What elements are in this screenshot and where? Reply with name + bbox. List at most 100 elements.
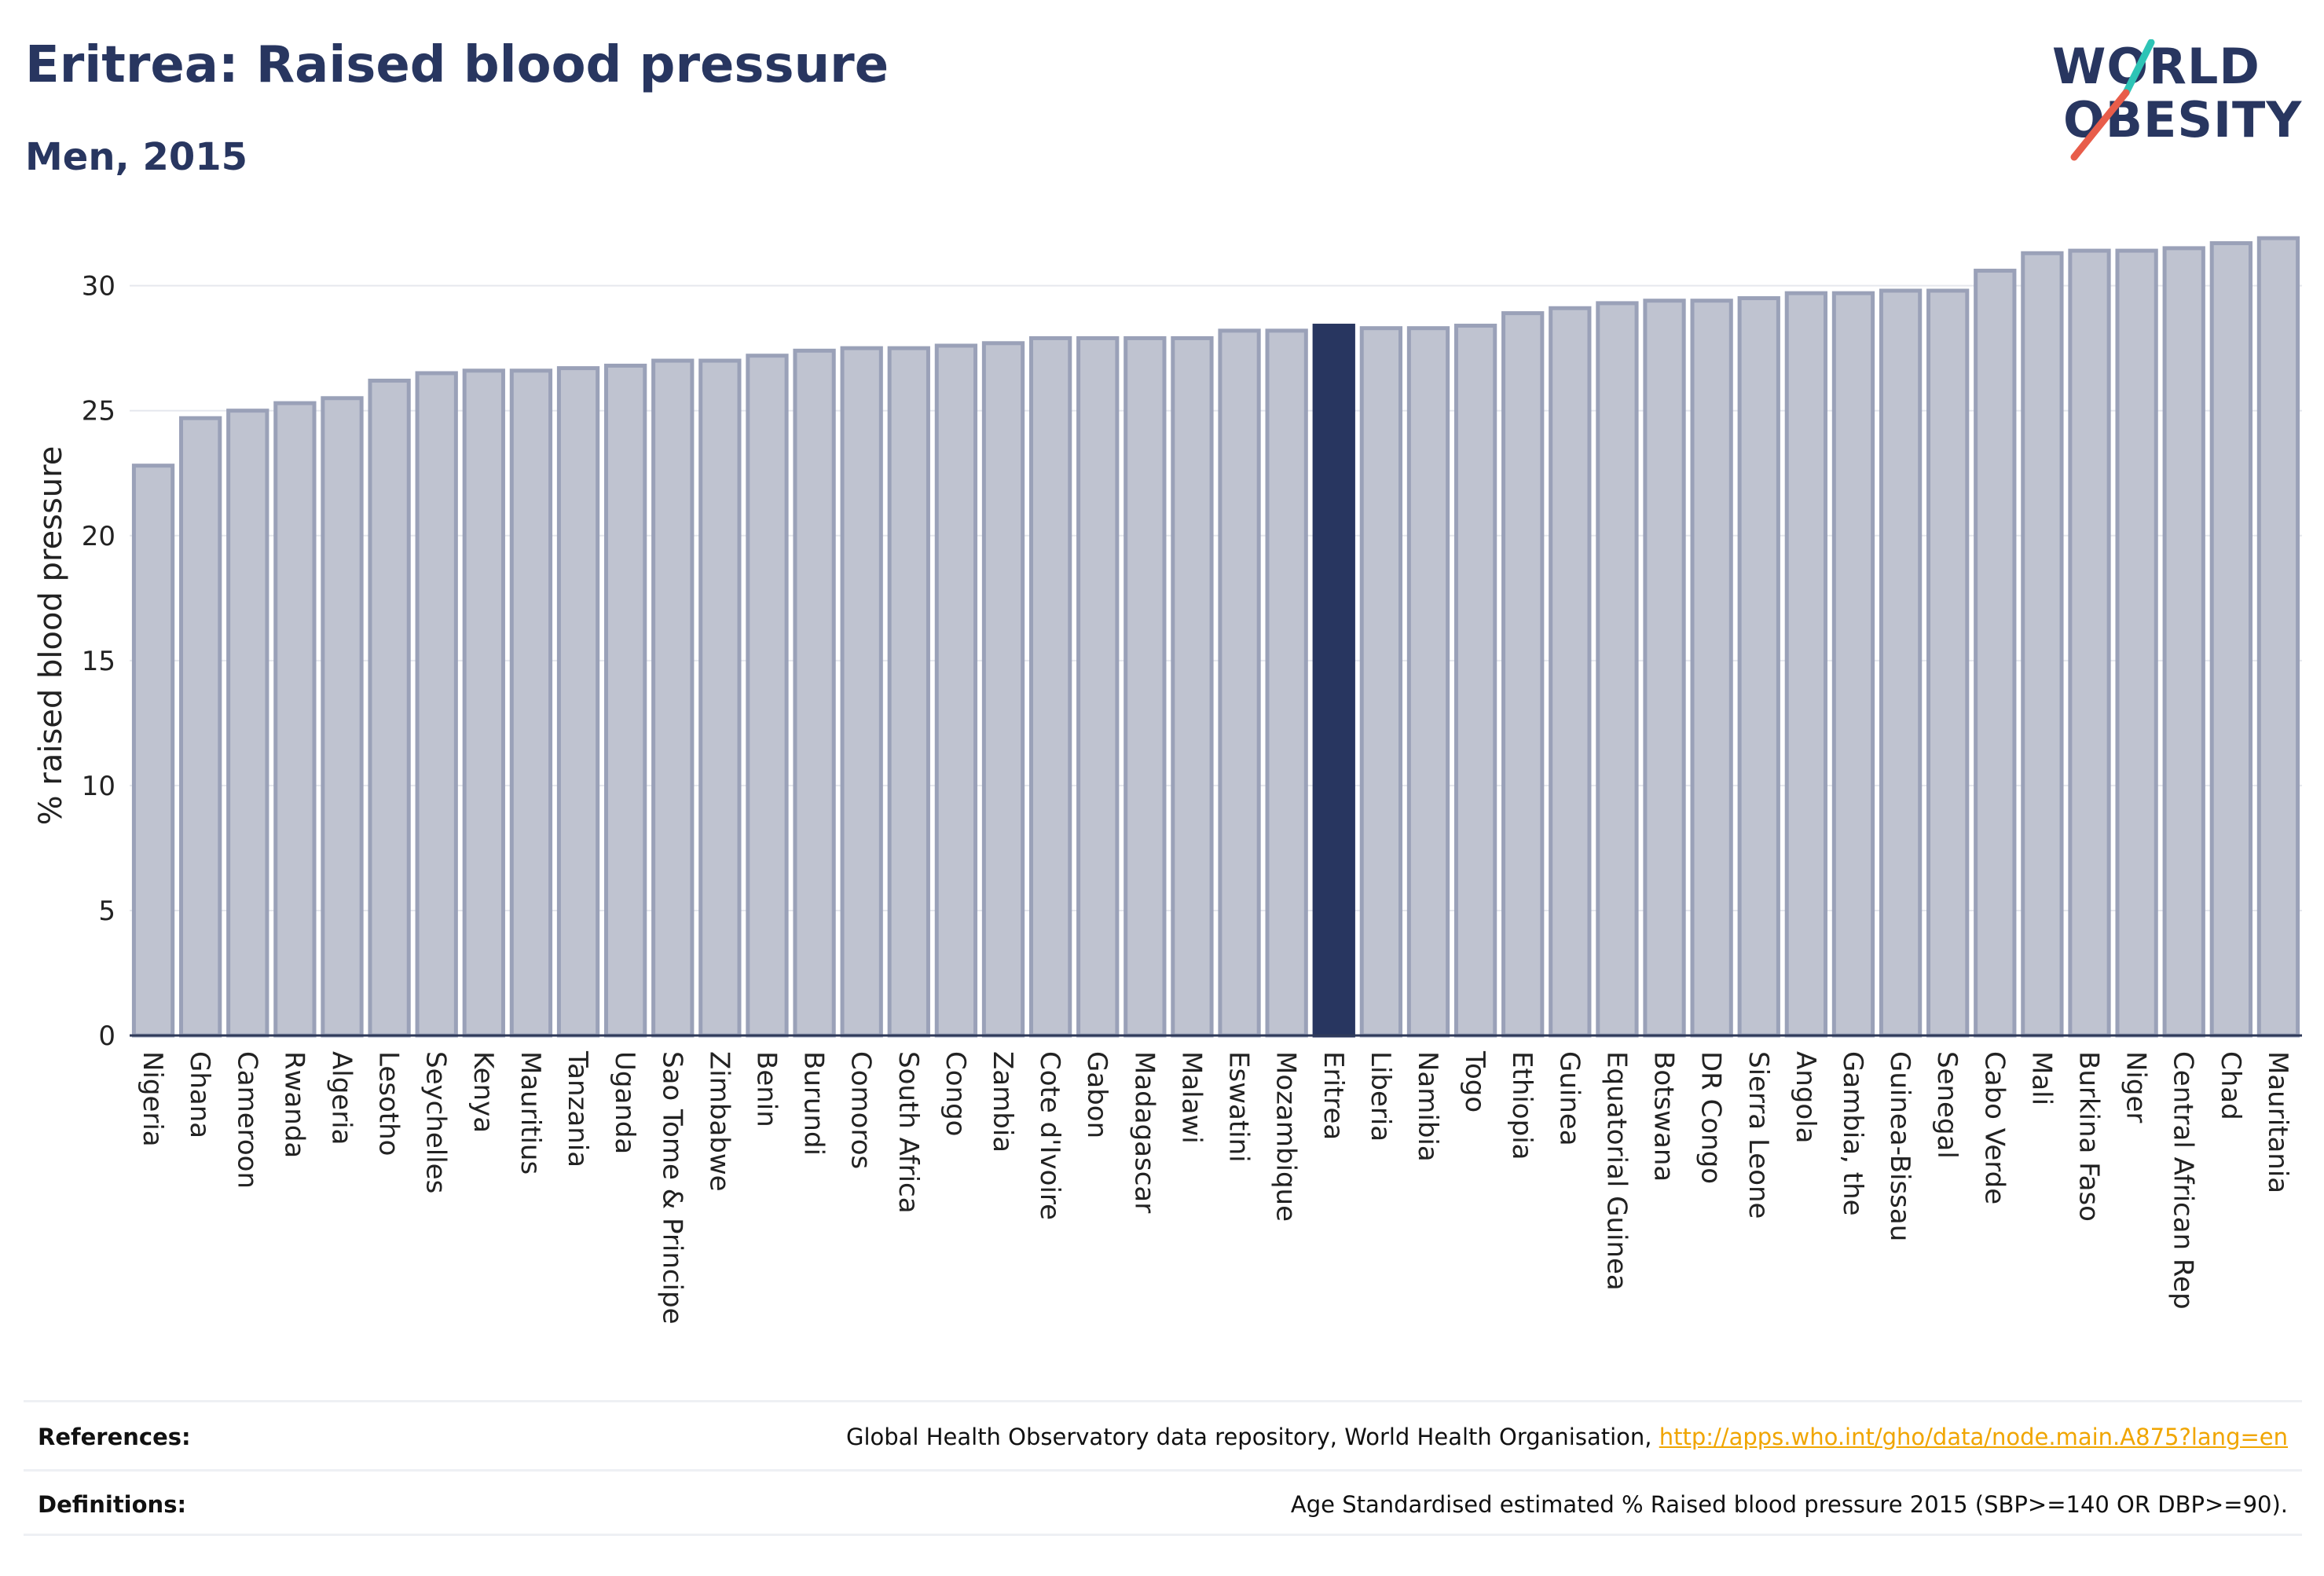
bar <box>934 343 978 1038</box>
bar <box>2162 246 2205 1038</box>
x-tick-label: Gabon <box>1081 1051 1113 1138</box>
x-tick-label: DR Congo <box>1695 1051 1727 1184</box>
references-value: Global Health Observatory data repositor… <box>846 1424 2288 1450</box>
references-label: References: <box>38 1424 191 1450</box>
bar <box>1831 291 1875 1038</box>
x-tick-label: Madagascar <box>1128 1051 1160 1213</box>
bar <box>368 379 411 1038</box>
x-tick-label: Sao Tome & Principe <box>656 1051 687 1325</box>
y-tick-label: 15 <box>82 646 115 677</box>
x-tick-label: Angola <box>1790 1051 1821 1143</box>
x-tick-label: Malawi <box>1175 1051 1207 1144</box>
x-tick-label: Mozambique <box>1270 1051 1302 1222</box>
references-text: Global Health Observatory data repositor… <box>845 1424 1652 1450</box>
bar <box>981 341 1025 1038</box>
definitions-label: Definitions: <box>38 1491 187 1518</box>
bar <box>1171 335 1214 1038</box>
x-tick-label: Mauritania <box>2262 1051 2293 1193</box>
logo-slash-icon <box>2070 39 2155 161</box>
x-tick-label: Mali <box>2025 1051 2057 1105</box>
bar <box>179 416 222 1038</box>
x-tick-label: Ethiopia <box>1506 1051 1538 1160</box>
bar <box>746 354 789 1038</box>
y-tick-label: 25 <box>82 396 115 427</box>
bar <box>2115 248 2158 1038</box>
bar <box>226 409 269 1038</box>
bar <box>1076 335 1120 1038</box>
bar <box>651 358 695 1038</box>
bar-highlighted <box>1312 324 1355 1038</box>
footer-divider-bottom <box>24 1534 2302 1536</box>
bar <box>556 366 600 1038</box>
y-tick-label: 20 <box>82 521 115 552</box>
x-tick-label: Cameroon <box>231 1051 262 1189</box>
x-tick-label: Algeria <box>325 1051 357 1145</box>
bar <box>1501 311 1545 1038</box>
bar <box>1974 269 2017 1038</box>
x-tick-label: Kenya <box>467 1051 499 1133</box>
bar <box>1453 324 1497 1038</box>
x-tick-label: Eswatini <box>1223 1051 1255 1163</box>
bar <box>1596 301 1639 1038</box>
bar <box>462 368 505 1038</box>
references-link[interactable]: http://apps.who.int/gho/data/node.main.A… <box>1659 1424 2288 1450</box>
bar <box>840 346 883 1038</box>
x-tick-label: Chad <box>2215 1051 2246 1120</box>
bar <box>793 348 836 1038</box>
y-tick-label: 5 <box>98 896 115 927</box>
bar <box>1359 326 1403 1038</box>
bar <box>1879 288 1923 1038</box>
references-row: References: Global Health Observatory da… <box>24 1406 2302 1469</box>
bar <box>1406 326 1450 1038</box>
bar <box>1549 306 1592 1038</box>
bar <box>273 401 317 1038</box>
x-tick-label: Togo <box>1459 1050 1490 1112</box>
x-tick-label: Niger <box>2121 1051 2152 1123</box>
x-tick-label: Zambia <box>987 1051 1018 1153</box>
x-tick-label: Liberia <box>1365 1051 1396 1142</box>
x-tick-label: Eritrea <box>1318 1051 1349 1140</box>
x-tick-label: Cabo Verde <box>1978 1051 2010 1204</box>
x-tick-label: Benin <box>750 1051 782 1127</box>
x-tick-label: Guinea <box>1553 1051 1585 1146</box>
bar-chart: 0 5 10 15 20 25 30 % raised blood pressure Niger… <box>33 236 2302 1325</box>
bar <box>603 363 647 1038</box>
x-tick-label: Sierra Leone <box>1743 1051 1774 1219</box>
definitions-row: Definitions: Age Standardised estimated … <box>24 1474 2302 1537</box>
x-tick-label: Cote d'Ivoire <box>1034 1051 1065 1220</box>
bar <box>2209 241 2253 1038</box>
y-axis-title: % raised blood pressure <box>33 446 69 826</box>
x-tick-label: Nigeria <box>137 1051 168 1147</box>
bar <box>2256 236 2300 1038</box>
bar <box>1690 299 1733 1038</box>
x-tick-label: Mauritius <box>515 1051 546 1175</box>
bar <box>1926 288 1970 1038</box>
x-tick-label: Rwanda <box>278 1051 310 1158</box>
x-tick-label: Equatorial Guinea <box>1600 1051 1632 1291</box>
x-tick-label: Comoros <box>845 1051 877 1169</box>
x-tick-label: Burundi <box>798 1051 830 1156</box>
x-tick-label: Lesotho <box>373 1051 405 1156</box>
bar <box>1028 335 1072 1038</box>
y-tick-label: 30 <box>82 271 115 302</box>
x-tick-label: Gambia, the <box>1837 1051 1868 1216</box>
y-tick-label: 10 <box>82 771 115 802</box>
x-tick-label: Senegal <box>1931 1051 1963 1159</box>
page-title: Eritrea: Raised blood pressure <box>25 36 889 94</box>
bar <box>698 358 742 1038</box>
x-tick-label: Namibia <box>1412 1051 1443 1162</box>
x-tick-label: Central African Rep <box>2168 1051 2199 1310</box>
bar <box>2068 248 2111 1038</box>
x-tick-label: Congo <box>940 1051 971 1136</box>
bar <box>887 346 930 1038</box>
bar <box>2021 251 2064 1038</box>
bar <box>321 396 364 1038</box>
x-tick-label: Tanzania <box>562 1050 593 1167</box>
footer-divider-top <box>24 1400 2302 1402</box>
bar <box>1737 296 1780 1038</box>
definitions-value: Age Standardised estimated % Raised bloo… <box>1290 1491 2288 1518</box>
bar <box>509 368 553 1038</box>
footer-divider-middle <box>24 1469 2302 1472</box>
x-tick-label: Ghana <box>184 1051 215 1138</box>
logo-line-1: WORLD <box>2052 38 2260 95</box>
